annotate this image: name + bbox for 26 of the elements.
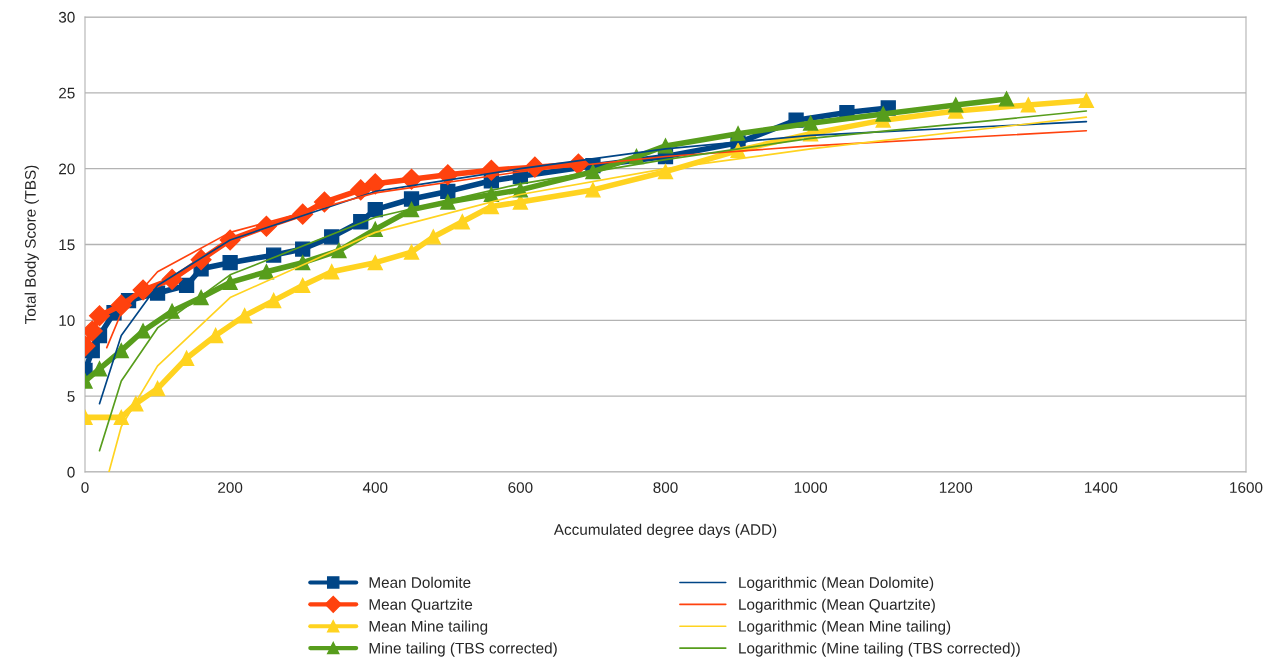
y-tick-label: 10 [59,315,75,327]
y-tick-label: 5 [67,391,75,402]
legend-label: Logarithmic (Mine tailing (TBS corrected)) [739,642,1020,657]
legend-label: Mean Quartzite [369,598,473,613]
legend-label: Mean Mine tailing [369,620,488,635]
legend-label: Mine tailing (TBS corrected) [369,642,557,657]
x-tick-label: 1600 [1230,482,1263,493]
y-tick-label: 20 [59,163,75,175]
y-axis-title: Total Body Score (TBS) [24,165,39,324]
x-tick-label: 600 [508,482,533,493]
x-tick-label: 1200 [939,482,973,493]
legend-label: Logarithmic (Mean Quartzite) [739,598,935,613]
y-tick-label: 15 [59,239,75,251]
x-tick-label: 200 [218,482,243,493]
x-tick-label: 800 [653,482,678,493]
x-tick-label: 1000 [794,482,828,493]
legend-label: Mean Dolomite [369,576,471,588]
x-axis-title: Accumulated degree days (ADD) [553,523,777,538]
y-tick-label: 0 [67,466,75,478]
legend-label: Logarithmic (Mean Mine tailing) [739,620,951,635]
y-tick-label: 30 [58,11,75,23]
legend-label: Logarithmic (Mean Dolomite) [739,576,934,591]
x-tick-label: 0 [81,482,89,493]
x-tick-label: 1400 [1085,482,1118,493]
y-tick-label: 25 [59,87,75,99]
x-tick-label: 400 [362,482,388,493]
